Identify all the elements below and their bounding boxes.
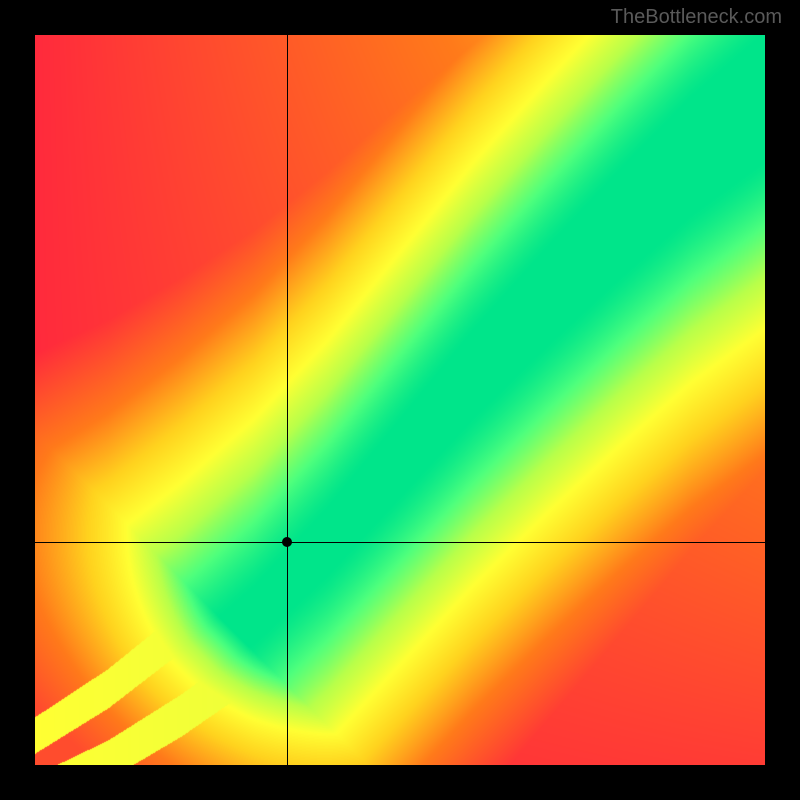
crosshair-horizontal [35, 542, 765, 543]
heatmap-chart [35, 35, 765, 765]
watermark-text: TheBottleneck.com [611, 6, 782, 29]
marker-dot [282, 537, 292, 547]
crosshair-vertical [287, 35, 288, 765]
heatmap-canvas [35, 35, 765, 765]
